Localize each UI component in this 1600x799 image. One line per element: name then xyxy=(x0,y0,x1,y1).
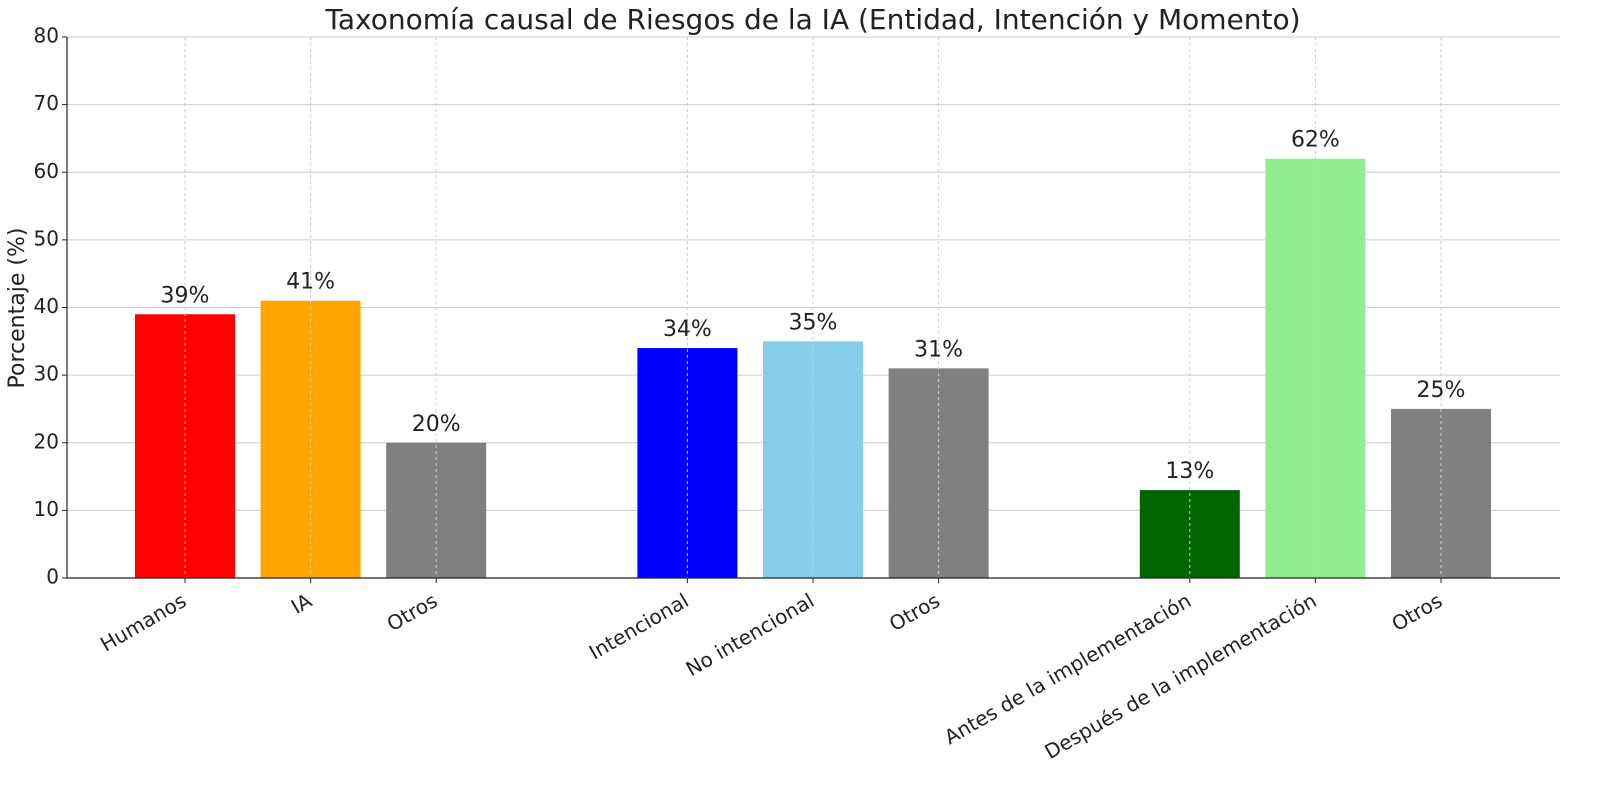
y-tick-label: 30 xyxy=(34,362,59,386)
value-label: 34% xyxy=(663,317,712,342)
y-axis-label: Porcentaje (%) xyxy=(5,228,30,389)
value-label: 20% xyxy=(412,412,461,437)
x-tick-label: No intencional xyxy=(682,588,819,681)
chart-title: Taxonomía causal de Riesgos de la IA (En… xyxy=(324,3,1300,36)
y-tick-label: 80 xyxy=(34,24,59,48)
x-tick-label: Humanos xyxy=(96,588,190,656)
value-label: 35% xyxy=(789,310,838,335)
value-label: 13% xyxy=(1165,459,1214,484)
value-label: 25% xyxy=(1417,378,1466,403)
y-tick-label: 70 xyxy=(34,91,59,115)
x-tick-label: Intencional xyxy=(585,588,693,664)
y-tick-label: 50 xyxy=(34,226,59,250)
y-tick-label: 60 xyxy=(34,159,59,183)
y-tick-label: 20 xyxy=(34,429,59,453)
value-label: 41% xyxy=(286,270,335,295)
x-tick-label: IA xyxy=(287,588,316,619)
value-label: 39% xyxy=(161,283,210,308)
x-tick-label: Otros xyxy=(885,588,944,636)
x-tick-label: Otros xyxy=(383,588,442,636)
bar xyxy=(1139,490,1240,578)
y-tick-label: 10 xyxy=(34,497,59,521)
value-label: 31% xyxy=(914,337,963,362)
y-tick-label: 40 xyxy=(34,294,59,318)
value-label: 62% xyxy=(1291,128,1340,153)
x-tick-label: Otros xyxy=(1387,588,1446,636)
y-tick-label: 0 xyxy=(46,565,59,589)
x-tick-label: Antes de la implementación xyxy=(940,588,1195,749)
